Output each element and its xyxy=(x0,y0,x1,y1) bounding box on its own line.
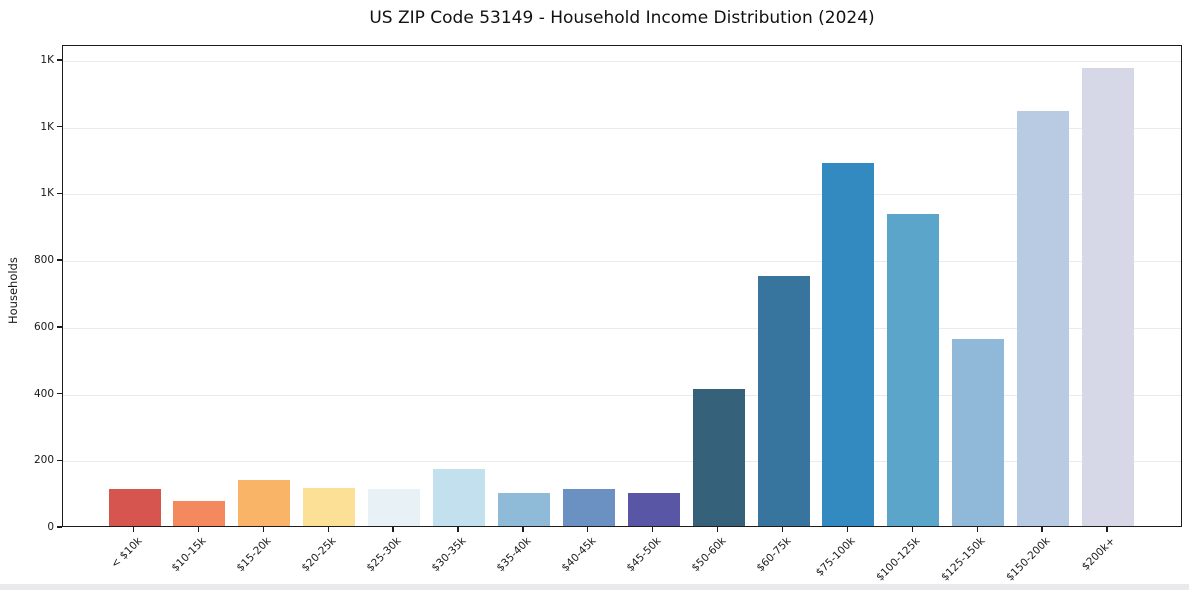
window-edge xyxy=(0,584,1189,590)
bar--45-50k xyxy=(627,493,680,526)
gridline-1200 xyxy=(63,127,1181,129)
x-tick-mark xyxy=(911,527,913,532)
y-tick-mark xyxy=(57,326,62,328)
bar--40-45k xyxy=(562,488,615,526)
x-tick-label: $50-60k xyxy=(688,535,729,575)
y-tick-mark xyxy=(57,259,62,261)
bar--35-40k xyxy=(497,492,550,526)
x-tick-mark xyxy=(262,527,264,532)
y-tick-label: 400 xyxy=(33,387,54,400)
y-tick-label: 600 xyxy=(33,320,54,333)
x-tick-label: $200k+ xyxy=(1079,535,1118,573)
x-tick-mark xyxy=(392,527,394,532)
bar--30-35k xyxy=(433,469,485,526)
bar--10k xyxy=(108,488,161,526)
y-tick-label: 800 xyxy=(33,254,54,267)
x-tick-mark xyxy=(976,527,978,532)
x-tick-label: $20-25k xyxy=(299,535,339,575)
bar--100-125k xyxy=(887,213,940,526)
y-tick-label: 1K xyxy=(40,187,54,200)
x-tick-mark xyxy=(1106,527,1108,532)
x-tick-label: $45-50k xyxy=(624,535,664,575)
y-tick-mark xyxy=(57,459,62,461)
x-tick-label: $125-150k xyxy=(939,535,988,584)
x-tick-label: $40-45k xyxy=(559,535,599,575)
gridline-1000 xyxy=(63,194,1181,196)
chart-title: US ZIP Code 53149 - Household Income Dis… xyxy=(369,8,875,28)
x-tick-mark xyxy=(716,527,719,532)
bar--150-200k xyxy=(1017,111,1070,526)
y-tick-mark xyxy=(57,526,62,528)
x-tick-mark xyxy=(587,527,589,532)
x-tick-mark xyxy=(457,527,459,532)
y-tick-label: 0 xyxy=(47,521,54,533)
x-tick-mark xyxy=(1041,527,1043,532)
x-tick-label: $10-15k xyxy=(169,535,209,575)
gridline-1400 xyxy=(63,61,1181,62)
x-tick-label: $15-20k xyxy=(234,535,274,575)
x-tick-mark xyxy=(327,527,329,532)
y-tick-label: 200 xyxy=(33,454,54,467)
bar--10-15k xyxy=(173,500,226,526)
x-tick-mark xyxy=(652,527,654,532)
bar--50-60k xyxy=(692,388,745,526)
x-tick-label: $150-200k xyxy=(1004,535,1053,584)
bar--25-30k xyxy=(368,489,421,526)
y-tick-label: 1K xyxy=(40,54,54,66)
bar--125-150k xyxy=(952,339,1005,526)
bar--75-100k xyxy=(822,162,875,526)
y-tick-mark xyxy=(57,192,62,195)
gridline-200 xyxy=(63,461,1181,463)
x-tick-label: $60-75k xyxy=(753,535,793,575)
plot-area xyxy=(62,45,1182,527)
gridline-800 xyxy=(63,261,1181,263)
x-tick-mark xyxy=(781,527,784,532)
gridline-400 xyxy=(63,394,1181,396)
x-tick-label: $75-100k xyxy=(814,535,858,579)
x-tick-label: $25-30k xyxy=(364,535,404,575)
y-tick-label: 1K xyxy=(40,120,54,133)
bar--200k+ xyxy=(1082,68,1134,526)
x-tick-mark xyxy=(197,527,200,532)
gridline-600 xyxy=(63,327,1181,329)
x-tick-label: $100-125k xyxy=(874,535,923,584)
x-tick-label: < $10k xyxy=(108,535,144,571)
bar--20-25k xyxy=(303,488,356,526)
x-tick-label: $30-35k xyxy=(429,535,469,575)
bar--60-75k xyxy=(757,275,810,526)
y-tick-mark xyxy=(57,392,62,395)
y-tick-mark xyxy=(57,126,62,128)
bar--15-20k xyxy=(238,479,291,526)
x-tick-mark xyxy=(132,527,135,532)
y-tick-mark xyxy=(57,59,62,61)
x-tick-mark xyxy=(522,527,524,532)
x-tick-label: $35-40k xyxy=(494,535,534,575)
x-tick-mark xyxy=(846,527,849,532)
